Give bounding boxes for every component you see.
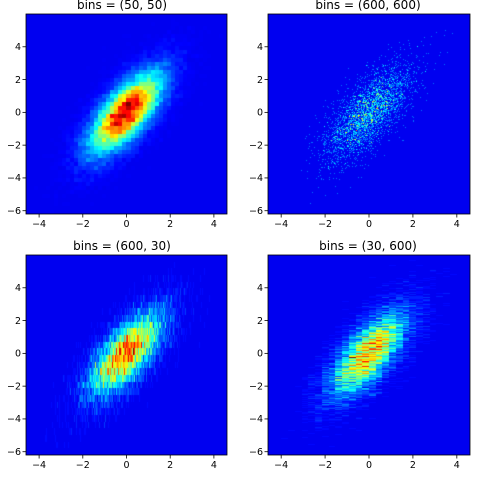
y-tick-label: −4 (249, 414, 263, 425)
x-tick-label: 2 (167, 460, 173, 471)
y-tick-label: −6 (249, 206, 263, 217)
tick-group: −4 −2 0 2 4 −6 −4 −2 0 2 4 (249, 42, 460, 230)
y-tick-label: −2 (249, 381, 263, 392)
x-tick-label: −2 (318, 460, 332, 471)
x-tick-label: −2 (318, 219, 332, 230)
subplot-1: bins = (50, 50) −4 −2 0 2 4 −6 −4 −2 0 2 4 (7, 0, 228, 230)
x-tick-label: 2 (167, 219, 173, 230)
heatmap-image (26, 255, 227, 455)
heatmap-image (268, 14, 470, 214)
y-tick-label: −2 (249, 140, 263, 151)
y-tick-label: −2 (7, 140, 21, 151)
y-tick-label: 2 (257, 316, 263, 327)
subplot-title: bins = (600, 30) (73, 239, 171, 253)
x-tick-label: −4 (274, 460, 288, 471)
y-tick-label: −6 (7, 447, 21, 458)
tick-group: −4 −2 0 2 4 −6 −4 −2 0 2 4 (7, 283, 217, 471)
heatmap-image (26, 14, 227, 214)
x-tick-label: −4 (32, 219, 46, 230)
y-tick-label: 4 (257, 42, 263, 53)
y-tick-label: −4 (7, 173, 21, 184)
y-tick-label: 0 (15, 349, 21, 360)
subplot-title: bins = (600, 600) (315, 0, 420, 12)
subplot-title: bins = (30, 600) (319, 239, 417, 253)
tick-group: −4 −2 0 2 4 −6 −4 −2 0 2 4 (7, 42, 217, 230)
x-tick-label: 0 (366, 460, 372, 471)
y-tick-label: −6 (7, 206, 21, 217)
y-tick-label: −2 (7, 381, 21, 392)
x-tick-label: 0 (123, 460, 129, 471)
y-tick-label: 0 (15, 108, 21, 119)
x-tick-label: 4 (211, 219, 217, 230)
y-tick-label: 4 (15, 283, 21, 294)
x-tick-label: −4 (32, 460, 46, 471)
y-tick-label: 2 (15, 316, 21, 327)
y-tick-label: −4 (7, 414, 21, 425)
y-tick-label: 2 (15, 75, 21, 86)
y-tick-label: −4 (249, 173, 263, 184)
x-tick-label: −2 (76, 460, 90, 471)
subplot-4: bins = (30, 600) −4 −2 0 2 4 −6 −4 −2 0 2 4 (249, 239, 471, 471)
x-tick-label: −4 (274, 219, 288, 230)
y-tick-label: −6 (249, 447, 263, 458)
x-tick-label: 4 (211, 460, 217, 471)
y-tick-label: 4 (15, 42, 21, 53)
x-tick-label: 0 (366, 219, 372, 230)
tick-group: −4 −2 0 2 4 −6 −4 −2 0 2 4 (249, 283, 460, 471)
y-tick-label: 0 (257, 349, 263, 360)
x-tick-label: −2 (76, 219, 90, 230)
heatmap-image (268, 255, 470, 455)
y-tick-label: 0 (257, 108, 263, 119)
x-tick-label: 4 (454, 219, 460, 230)
x-tick-label: 4 (454, 460, 460, 471)
x-tick-label: 2 (410, 219, 416, 230)
subplot-3: bins = (600, 30) −4 −2 0 2 4 −6 −4 −2 0 2 4 (7, 239, 228, 471)
x-tick-label: 2 (410, 460, 416, 471)
x-tick-label: 0 (123, 219, 129, 230)
subplot-2: bins = (600, 600) −4 −2 0 2 4 −6 −4 −2 0 2 4 (249, 0, 471, 230)
y-tick-label: 4 (257, 283, 263, 294)
y-tick-label: 2 (257, 75, 263, 86)
subplot-title: bins = (50, 50) (77, 0, 167, 12)
